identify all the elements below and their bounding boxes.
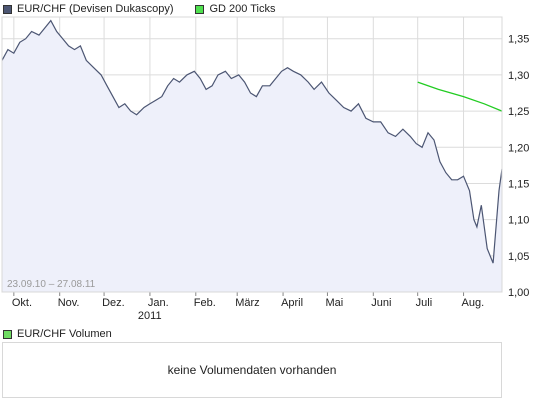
date-range-label: 23.09.10 – 27.08.11 [7, 279, 96, 290]
x-tick-label: Okt. [12, 297, 32, 309]
ma-line [417, 81, 503, 112]
y-tick-label: 1,10 [508, 215, 529, 227]
y-tick-label: 1,25 [508, 106, 529, 118]
y-tick-label: 1,15 [508, 178, 529, 190]
x-tick-label: Aug. [462, 297, 485, 309]
legend-label-series: EUR/CHF (Devisen Dukascopy) [17, 3, 174, 15]
y-tick-label: 1,30 [508, 70, 529, 82]
volume-empty-message: keine Volumendaten vorhanden [167, 363, 337, 377]
x-tick-label: Juli [416, 297, 433, 309]
y-tick-label: 1,20 [508, 142, 529, 154]
volume-legend-swatch [3, 329, 12, 339]
legend-swatch-series [3, 4, 12, 14]
legend-item-ma[interactable]: GD 200 Ticks [195, 3, 276, 15]
y-tick-label: 1,35 [508, 34, 529, 46]
price-line [1, 19, 503, 264]
x-tick-label: Nov. [58, 297, 80, 309]
volume-legend-label: EUR/CHF Volumen [17, 328, 112, 340]
chart-legend: EUR/CHF (Devisen Dukascopy) GD 200 Ticks [3, 3, 298, 15]
volume-panel: keine Volumendaten vorhanden [2, 342, 502, 398]
x-tick-label: Feb. [194, 297, 216, 309]
volume-legend: EUR/CHF Volumen [3, 328, 112, 340]
x-tick-label: Dez. [102, 297, 125, 309]
x-tick-label: April [281, 297, 303, 309]
price-area [2, 20, 502, 292]
y-tick-label: 1,05 [508, 251, 529, 263]
x-tick-label: Mai [325, 297, 343, 309]
x-tick-label: Jan. [148, 297, 169, 309]
x-year-label: 2011 [138, 310, 162, 322]
y-tick-label: 1,00 [508, 287, 529, 299]
legend-item-series[interactable]: EUR/CHF (Devisen Dukascopy) [3, 3, 173, 15]
plot-frame [1, 16, 503, 293]
legend-swatch-ma [195, 4, 205, 14]
x-tick-label: März [235, 297, 259, 309]
x-tick-label: Juni [371, 297, 391, 309]
legend-label-ma: GD 200 Ticks [209, 3, 276, 15]
price-chart[interactable]: 1,35 1,30 1,25 1,20 1,15 1,10 1,05 1,00 Okt. Nov.… [0, 0, 545, 330]
